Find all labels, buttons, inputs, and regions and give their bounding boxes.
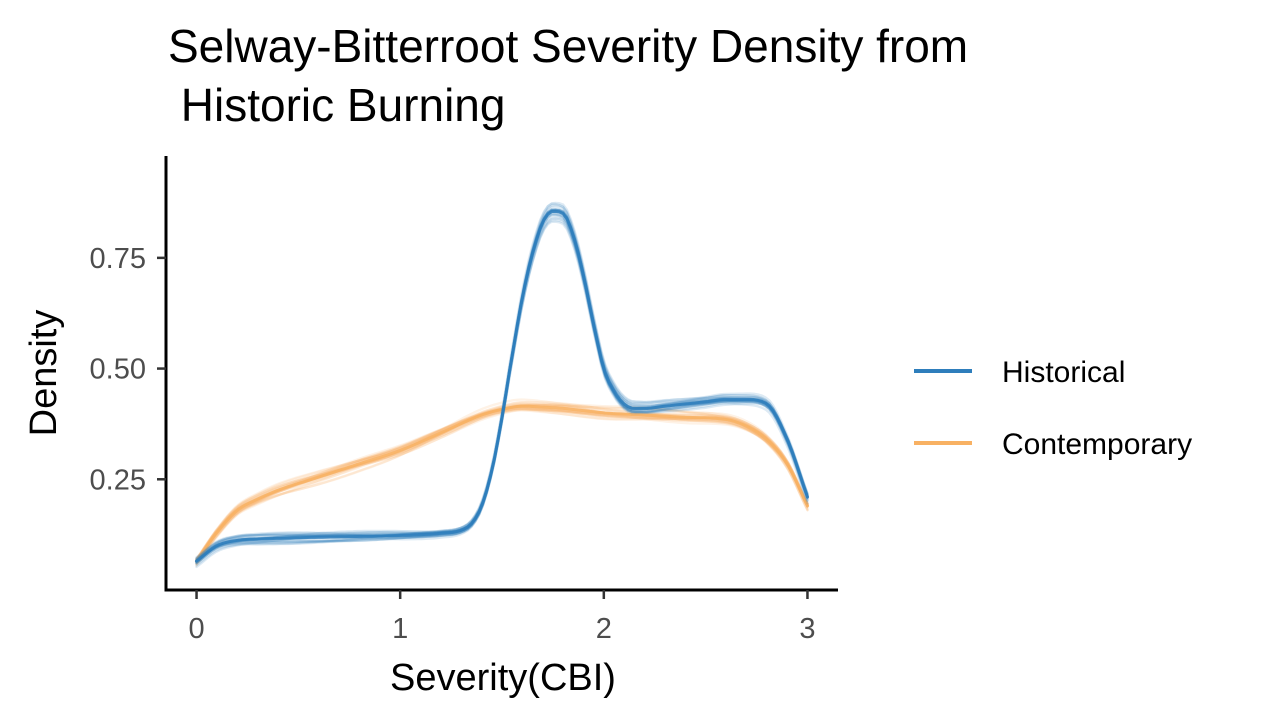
series-historical-replicate-line: [195, 216, 809, 563]
series-historical-replicate-line: [195, 209, 809, 562]
legend-label-historical: Historical: [1002, 356, 1125, 389]
x-axis-title: Severity(CBI): [390, 657, 616, 699]
series-historical-replicate-line: [195, 213, 809, 562]
series-historical-replicate-line: [195, 208, 809, 565]
curve-layer: [195, 201, 809, 569]
series-contemporary-replicate-line: [195, 401, 809, 561]
x-axis-ticks: 0 1 2 3: [188, 590, 816, 645]
series-historical-replicate-line: [195, 209, 809, 559]
x-tick-label: 2: [596, 613, 612, 645]
chart-title-line-1: Selway-Bitterroot Severity Density from: [168, 20, 968, 72]
y-tick-label: 0.75: [90, 243, 146, 275]
legend-label-contemporary: Contemporary: [1002, 428, 1192, 461]
x-tick-label: 1: [392, 613, 408, 645]
series-historical-replicate-line: [195, 213, 809, 564]
series-historical-replicate-line: [195, 210, 809, 569]
series-historical-replicate-line: [195, 208, 809, 563]
series-historical-replicate-line: [195, 219, 809, 564]
legend: Historical Contemporary: [914, 356, 1192, 461]
series-historical-replicate-line: [195, 220, 809, 565]
series-historical-group: [195, 201, 809, 569]
series-historical-replicate-line: [195, 214, 809, 567]
series-historical-replicate-line: [195, 208, 809, 562]
chart-title-line-2: Historic Burning: [168, 79, 505, 131]
x-tick-label: 3: [799, 613, 815, 645]
series-historical-replicate-line: [195, 217, 809, 562]
series-historical-replicate-line: [195, 201, 809, 562]
series-historical-line: [195, 209, 809, 563]
series-historical-replicate-line: [195, 209, 809, 561]
y-axis-title: Density: [23, 310, 65, 437]
series-contemporary-replicate-line: [195, 398, 809, 560]
y-tick-label: 0.25: [90, 464, 146, 496]
series-historical-replicate-line: [195, 208, 809, 563]
series-historical-replicate-line: [195, 208, 809, 563]
series-historical-replicate-line: [195, 208, 809, 562]
series-historical-replicate-line: [195, 212, 809, 560]
x-tick-label: 0: [188, 613, 204, 645]
y-axis-ticks: 0.25 0.50 0.75: [90, 243, 166, 496]
series-historical-replicate-line: [195, 210, 809, 564]
series-historical-replicate-line: [195, 205, 809, 561]
y-tick-label: 0.50: [90, 354, 146, 386]
series-historical-replicate-line: [195, 208, 809, 563]
series-contemporary-replicate-line: [195, 400, 809, 561]
series-historical-replicate-line: [195, 203, 809, 565]
series-historical-replicate-line: [195, 202, 809, 560]
